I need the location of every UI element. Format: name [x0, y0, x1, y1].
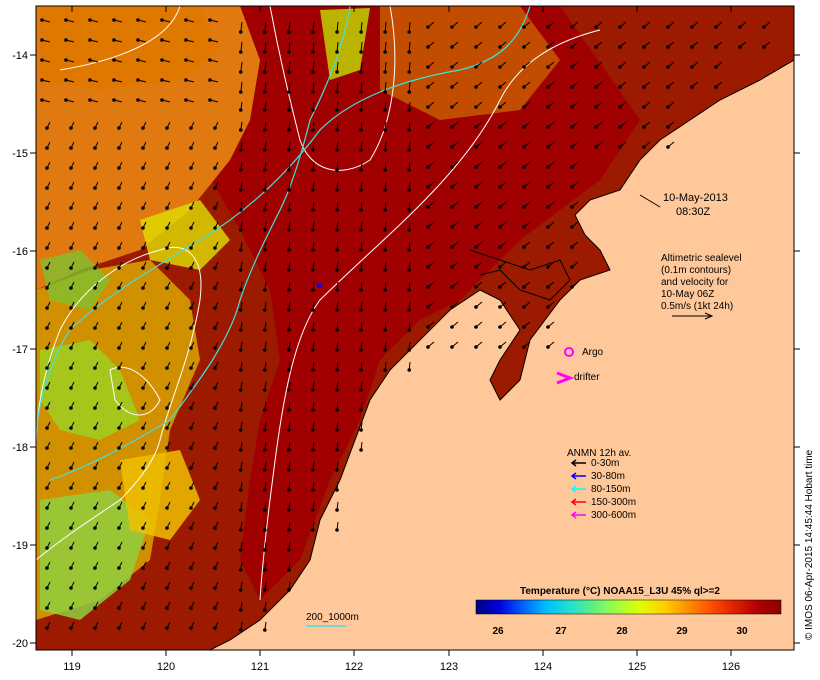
lon-tick-label: 122	[345, 661, 363, 673]
lat-tick-label: -17	[12, 344, 28, 356]
lon-tick-label: 124	[534, 661, 552, 673]
anmn-legend-item: 30-80m	[570, 471, 625, 482]
svg-text:300-600m: 300-600m	[591, 510, 636, 521]
lon-tick-label: 126	[722, 661, 740, 673]
argo-marker	[564, 347, 574, 357]
green-patch-4	[40, 490, 150, 620]
credit-text: © IMOS 06-Apr-2015 14:45:44 Hobart time	[804, 449, 815, 640]
argo-label: Argo	[582, 347, 604, 358]
lon-tick-label: 121	[251, 661, 269, 673]
anmn-legend-title: ANMN 12h av.	[567, 448, 631, 459]
svg-text:80-150m: 80-150m	[591, 484, 630, 495]
colorbar-tick-label: 27	[555, 626, 567, 637]
colorbar-title: Temperature (°C) NOAA15_L3U 45% ql>=2	[520, 586, 720, 597]
green-patch-2	[40, 250, 110, 310]
lat-tick-label: -18	[12, 442, 28, 454]
yellow-patch	[120, 450, 200, 540]
colorbar-tick-label: 29	[676, 626, 688, 637]
lat-tick-label: -20	[12, 638, 28, 650]
warm-water-core	[200, 6, 640, 600]
anmn-legend-item: 80-150m	[570, 484, 630, 495]
coastline-detail	[469, 249, 571, 301]
svg-text:0.5m/s (1kt 24h): 0.5m/s (1kt 24h)	[661, 301, 733, 312]
lon-tick-label: 123	[440, 661, 458, 673]
lat-tick-label: -16	[12, 246, 28, 258]
altimetry-note: Altimetric sealevel (0.1m contours) and …	[661, 253, 742, 320]
latitude-axis: -14 -15 -16 -17 -18 -19 -20	[12, 50, 800, 650]
anmn-legend-item: 150-300m	[570, 497, 636, 508]
svg-text:150-300m: 150-300m	[591, 497, 636, 508]
lon-tick-label: 120	[157, 661, 175, 673]
velocity-arrows	[40, 18, 771, 632]
lat-tick-label: -15	[12, 148, 28, 160]
green-patch-3	[140, 200, 230, 270]
date-label: 10-May-2013	[663, 192, 728, 204]
orange-patch-n	[40, 6, 220, 90]
colorbar-tick-label: 30	[736, 626, 748, 637]
colorbar	[475, 599, 782, 615]
svg-text:0-30m: 0-30m	[591, 458, 619, 469]
date-pointer	[639, 194, 661, 208]
drifter-label: drifter	[574, 372, 600, 383]
green-patch-5	[320, 8, 370, 80]
longitude-axis: 119 120 121 122 123 124 125 126	[63, 6, 740, 673]
time-label: 08:30Z	[676, 206, 711, 218]
land-mass	[209, 6, 794, 650]
svg-text:10-May 06Z: 10-May 06Z	[661, 289, 714, 300]
anmn-legend: ANMN 12h av. 0-30m 30-80m 80-150m 150-300m 3…	[567, 448, 636, 521]
lon-tick-label: 119	[63, 661, 81, 673]
lon-tick-label: 125	[628, 661, 646, 673]
sealevel-contours	[36, 6, 601, 601]
map-frame	[35, 5, 795, 651]
lat-tick-label: -14	[12, 50, 28, 62]
green-patch-1	[40, 340, 140, 440]
anomaly-pixel	[317, 283, 322, 288]
colorbar-tick-label: 28	[616, 626, 628, 637]
anmn-legend-item: 300-600m	[570, 510, 636, 521]
colorbar-tick-label: 26	[492, 626, 504, 637]
svg-text:and velocity for: and velocity for	[661, 277, 729, 288]
anmn-legend-item: 0-30m	[570, 458, 619, 469]
colorbar-ticks: 26 27 28 29 30	[492, 626, 748, 637]
svg-text:Altimetric sealevel: Altimetric sealevel	[661, 253, 742, 264]
svg-text:(0.1m contours): (0.1m contours)	[661, 265, 731, 276]
isobath-contours	[36, 6, 531, 481]
lat-tick-label: -19	[12, 540, 28, 552]
isobath-label: 200_1000m	[306, 612, 359, 623]
cooler-water-n	[380, 6, 560, 120]
drifter-marker	[556, 371, 575, 385]
svg-text:30-80m: 30-80m	[591, 471, 625, 482]
